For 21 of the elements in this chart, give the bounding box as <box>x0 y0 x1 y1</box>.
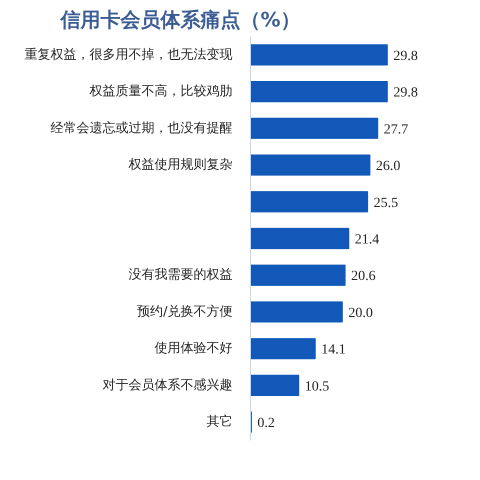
y-tick-label: 其它 <box>206 414 232 430</box>
data-label: 0.2 <box>257 416 275 432</box>
data-label: 21.4 <box>354 232 380 248</box>
data-label: 25.5 <box>374 196 398 211</box>
y-tick-label: 对于会员体系不感兴趣 <box>102 378 232 393</box>
data-label: 10.5 <box>304 379 330 394</box>
y-tick-label: 权益使用规则复杂 <box>128 158 232 173</box>
data-label: 20.0 <box>348 306 373 321</box>
data-label: 14.1 <box>321 342 346 358</box>
y-tick-label: 使用体验不好 <box>154 341 232 356</box>
data-label: 20.6 <box>351 269 376 284</box>
data-label: 29.8 <box>393 86 418 101</box>
y-tick-label: 预约/兑换不方便 <box>137 303 233 320</box>
y-tick-label: 经常会遗忘或过期，也没有提醒 <box>50 120 232 136</box>
y-tick-label: 重复权益，很多用不掉，也无法变现 <box>24 47 232 62</box>
data-label: 26.0 <box>376 159 400 174</box>
y-tick-label: 没有我需要的权益 <box>128 268 232 283</box>
data-label: 27.7 <box>384 122 408 138</box>
y-tick-label: 权益质量不高，比较鸡肋 <box>88 83 232 100</box>
chart-title: 信用卡会员体系痛点（%） <box>60 8 301 32</box>
data-label: 29.8 <box>393 48 418 64</box>
